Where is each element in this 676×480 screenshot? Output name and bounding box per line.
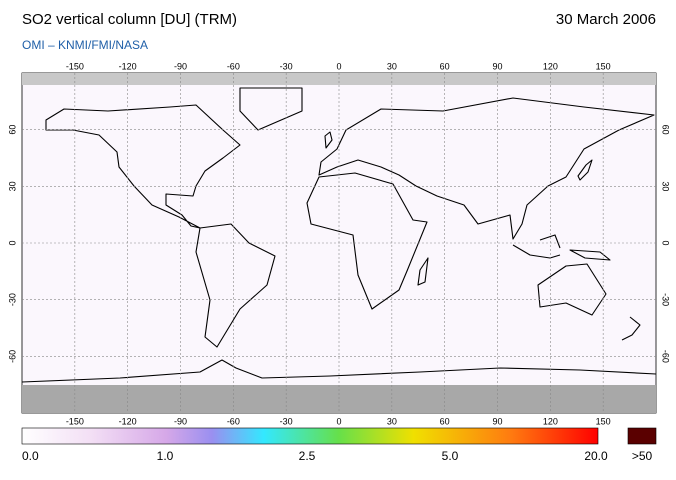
antarctica — [21, 359, 657, 383]
lon-tick-label: 150 — [596, 416, 611, 426]
eurasia — [318, 97, 655, 240]
lon-tick-label: 120 — [543, 61, 558, 71]
madagascar — [417, 257, 429, 286]
lat-tick-label: 0 — [7, 240, 17, 245]
lat-tick-label: 60 — [7, 125, 17, 135]
lon-tick-label: 120 — [543, 416, 558, 426]
lon-tick-label: 90 — [492, 416, 502, 426]
lat-tick-label: 30 — [661, 181, 671, 191]
credit: OMI – KNMI/FMI/NASA — [22, 38, 148, 52]
colorbar-label: 5.0 — [442, 449, 459, 463]
date: 30 March 2006 — [556, 11, 656, 28]
australia — [537, 263, 607, 316]
lon-tick-label: -60 — [227, 416, 240, 426]
lon-tick-label: -120 — [119, 416, 137, 426]
lat-tick-label: -60 — [7, 350, 17, 363]
lon-tick-label: 0 — [336, 416, 341, 426]
lat-tick-label: 0 — [661, 240, 671, 245]
lat-tick-label: -30 — [661, 293, 671, 306]
colorbar-label: 2.5 — [299, 449, 316, 463]
colorbar: 0.0 1.0 2.5 5.0 20.0 >50 — [21, 427, 657, 463]
lon-tick-label: 30 — [387, 416, 397, 426]
lon-tick-label: 60 — [440, 416, 450, 426]
title: SO2 vertical column [DU] (TRM) — [22, 11, 237, 28]
lat-tick-label: -30 — [7, 293, 17, 306]
lon-tick-label: 90 — [492, 61, 502, 71]
colorbar-label: 0.0 — [22, 449, 39, 463]
lon-tick-label: -60 — [227, 61, 240, 71]
lon-tick-label: -30 — [280, 61, 293, 71]
new-zealand — [621, 316, 641, 341]
lat-tick-label: 30 — [7, 181, 17, 191]
colorbar-label: 20.0 — [584, 449, 608, 463]
lon-tick-label: -30 — [280, 416, 293, 426]
lon-tick-label: 30 — [387, 61, 397, 71]
lon-tick-label: 0 — [336, 61, 341, 71]
lon-tick-label: 60 — [440, 61, 450, 71]
lon-tick-label: -120 — [119, 61, 137, 71]
lat-tick-label: -60 — [661, 350, 671, 363]
lon-tick-label: -90 — [174, 61, 187, 71]
lon-tick-label: -150 — [66, 61, 84, 71]
north-america — [45, 104, 241, 229]
colorbar-label: >50 — [632, 449, 653, 463]
lon-tick-label: -150 — [66, 416, 84, 426]
lat-tick-label: 60 — [661, 125, 671, 135]
lon-tick-label: 150 — [596, 61, 611, 71]
south-america — [195, 223, 276, 348]
africa — [306, 172, 428, 310]
indonesia — [512, 234, 611, 261]
lon-tick-label: -90 — [174, 416, 187, 426]
japan — [577, 159, 593, 181]
greenland — [239, 87, 303, 131]
graticule — [22, 73, 656, 413]
british-isles — [324, 131, 333, 149]
colorbar-label: 1.0 — [157, 449, 174, 463]
